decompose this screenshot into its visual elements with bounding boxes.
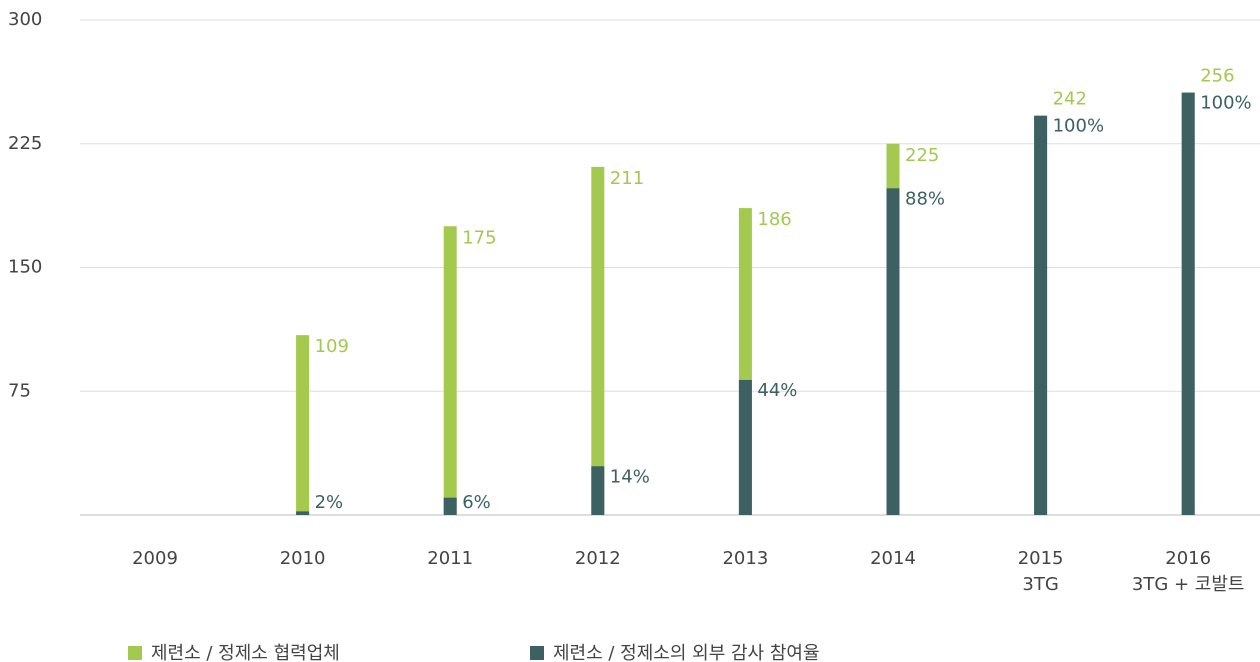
value-label-share: 6%	[462, 492, 491, 513]
bar-share	[738, 379, 752, 515]
x-tick-note: 3TG + 코발트	[1132, 574, 1245, 595]
x-tick-label: 2014	[870, 548, 916, 569]
value-label-share: 14%	[610, 466, 650, 487]
x-tick-label: 2013	[722, 548, 768, 569]
bar-total	[296, 335, 310, 515]
value-label-share: 88%	[905, 188, 945, 209]
x-tick-label: 2010	[280, 548, 326, 569]
x-tick-label: 2016	[1165, 548, 1211, 569]
x-tick-label: 2012	[575, 548, 621, 569]
value-label-total: 109	[315, 336, 349, 357]
value-label-share: 2%	[315, 492, 344, 513]
value-label-share: 100%	[1053, 116, 1104, 137]
y-tick-label: 75	[8, 380, 31, 401]
value-label-total: 211	[610, 168, 644, 189]
legend-label: 제련소 / 정제소의 외부 감사 참여율	[553, 643, 820, 662]
x-tick-label: 2015	[1018, 548, 1064, 569]
bar-share	[1181, 92, 1195, 515]
value-label-total: 256	[1200, 66, 1234, 87]
bar-share	[443, 497, 457, 515]
legend-label: 제련소 / 정제소 협력업체	[151, 643, 340, 662]
bar-share	[1034, 115, 1048, 515]
value-label-share: 100%	[1200, 93, 1251, 114]
legend-swatch	[530, 646, 544, 660]
bar-total	[443, 226, 457, 515]
bar-share	[591, 466, 605, 515]
x-tick-label: 2011	[427, 548, 473, 569]
bar-share	[886, 188, 900, 516]
value-label-total: 225	[905, 145, 939, 166]
value-label-total: 186	[757, 209, 791, 230]
bar-share	[296, 511, 310, 515]
bar-total	[591, 166, 605, 515]
y-tick-label: 150	[8, 257, 42, 278]
value-label-share: 44%	[757, 380, 797, 401]
y-tick-label: 300	[8, 9, 42, 30]
value-label-total: 242	[1053, 89, 1087, 110]
legend-swatch	[128, 646, 142, 660]
x-tick-label: 2009	[132, 548, 178, 569]
y-tick-label: 225	[8, 133, 42, 154]
x-tick-note: 3TG	[1022, 574, 1058, 595]
value-label-total: 175	[462, 227, 496, 248]
